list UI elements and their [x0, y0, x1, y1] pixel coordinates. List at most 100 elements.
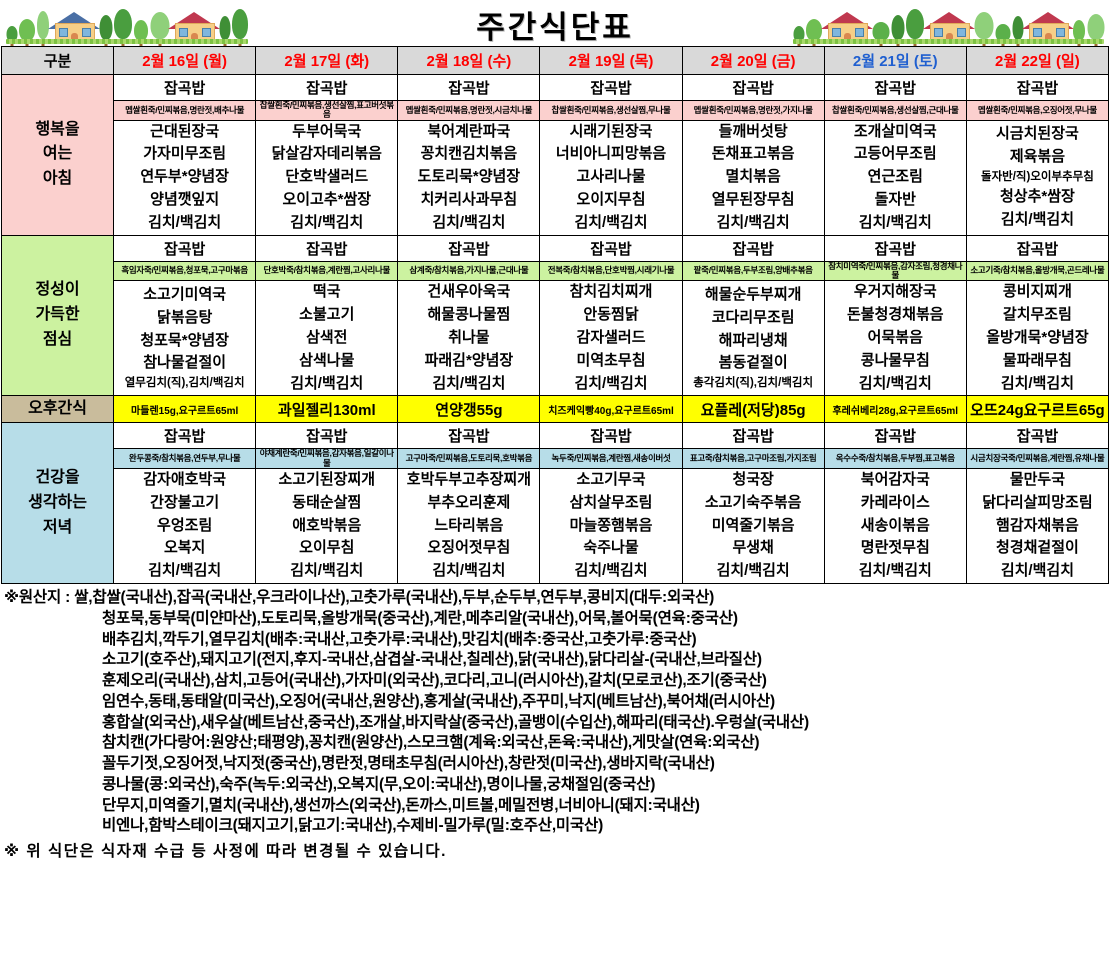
breakfast-rice-row: 행복을 여는 아침 잡곡밥 잡곡밥 잡곡밥 잡곡밥 잡곡밥 잡곡밥 잡곡밥 [0, 74, 1110, 236]
origin-line-0: ※원산지 : 쌀,찹쌀(국내산),잡곡(국내산,우크라이나산),고춧가루(국내산… [4, 588, 1110, 609]
dinner-rice-0: 잡곡밥 [113, 422, 257, 450]
origin-line-7: 참치캔(가다랑어:원양산;태평양),꽁치캔(원양산),스모크햄(계육:외국산,돈… [102, 734, 760, 752]
row-label-breakfast: 행복을 여는 아침 [0, 74, 115, 236]
lunch-sub-row: 흑임자죽/민찌볶음,청포묵,고구마볶음 단호박죽/참치볶음,계란찜,고사리나물 … [2, 260, 1110, 282]
snack-item-0: 마들렌15g,요구르트65ml [113, 395, 257, 424]
dish-item: 봄동겉절이 [718, 354, 788, 372]
lunch-sub-5: 참치미역죽/민찌볶음,감자조림,청경채나물 [823, 260, 967, 282]
house-icon [168, 12, 220, 46]
houses-trees-decoration-right [793, 2, 1104, 46]
row-label-breakfast-line-2: 아침 [42, 170, 73, 188]
dish-item: 청포묵*양념장 [140, 331, 229, 349]
header-day-2: 2월 18일 (수) [397, 46, 541, 75]
dish-item: 김치/백김치 [1000, 562, 1074, 580]
dish-item: 북어감자국 [860, 471, 930, 489]
dinner-rice-3: 잡곡밥 [539, 422, 683, 450]
dish-item: 무생채 [732, 539, 774, 557]
dish-item: 떡국 [312, 283, 341, 301]
row-label-lunch-line-0: 정성이 [35, 281, 80, 299]
dish-item: 동태순살찜 [292, 493, 362, 511]
weekly-menu-table: 구분 2월 16일 (월) 2월 17일 (화) 2월 18일 (수) 2월 1… [0, 46, 1110, 585]
dish-item: 코다리무조림 [711, 308, 795, 326]
lunch-sub-1: 단호박죽/참치볶음,계란찜,고사리나물 [255, 260, 399, 282]
breakfast-sub-2: 멥쌀흰죽/민찌볶음,명란젓,시금치나물 [397, 100, 541, 121]
dish-item: 오이고추*쌈장 [282, 191, 372, 209]
dinner-sub-3: 녹두죽/민찌볶음,계란찜,새송이버섯 [539, 448, 683, 470]
dinner-dishes-5: 북어감자국 카레라이스 새송이볶음 명란젓무침 김치/백김치 [823, 468, 967, 585]
origin-line-11: 비엔나,함박스테이크(돼지고기,닭고기:국내산),수제비-밀가루(밀:호주산,미… [102, 817, 604, 835]
dish-item: 도토리묵*양념장 [417, 168, 521, 186]
dish-item: 총각김치(직),김치/백김치 [693, 377, 814, 390]
dinner-sub-6: 시금치장국죽/민찌볶음,계란찜,유채나물 [965, 448, 1110, 470]
dish-item: 김치/백김치 [290, 213, 364, 231]
dish-item: 숙주나물 [583, 539, 639, 557]
origin-line-1: 청포묵,동부묵(미얀마산),도토리묵,올방개묵(중국산),계란,메추리알(국내산… [102, 609, 738, 627]
origin-line-4: 훈제오리(국내산),삼치,고등어(국내산),가자미(외국산),코다리,고니(러시… [102, 672, 767, 690]
row-label-breakfast-line-0: 행복을 [35, 120, 80, 138]
dish-item: 간장불고기 [150, 493, 220, 511]
dish-item: 감자애호박국 [143, 471, 227, 489]
origin-footer-note: ※ 위 식단은 식자재 수급 등 사정에 따라 변경될 수 있습니다. [4, 843, 447, 861]
lunch-rice-3: 잡곡밥 [539, 234, 683, 262]
dish-item: 김치/백김치 [1000, 374, 1074, 392]
dish-item: 김치/백김치 [858, 213, 932, 231]
dish-item: 김치/백김치 [148, 562, 222, 580]
dish-item: 치커리사과무침 [420, 191, 518, 209]
dish-item: 소고기숙주볶음 [704, 493, 802, 511]
breakfast-rice-1: 잡곡밥 [255, 74, 399, 101]
header-day-5: 2월 21일 (토) [823, 46, 967, 75]
breakfast-dishes-3: 시래기된장국 너비아니피망볶음 고사리나물 오이지무침 김치/백김치 [539, 119, 683, 236]
breakfast-dishes-4: 들깨버섯탕 돈채표고볶음 멸치볶음 열무된장무침 김치/백김치 [681, 119, 825, 236]
header-day-6: 2월 22일 (일) [965, 46, 1110, 75]
dish-item: 김치/백김치 [290, 562, 364, 580]
breakfast-dishes-2: 북어계란파국 꽁치캔김치볶음 도토리묵*양념장 치커리사과무침 김치/백김치 [397, 119, 541, 236]
header-day-0: 2월 16일 (월) [113, 46, 257, 75]
breakfast-sub-6: 멥쌀흰죽/민찌볶음,오징어젓,무나물 [965, 100, 1110, 121]
dish-item: 파래김*양념장 [424, 351, 514, 369]
decorative-banner: 주간식단표 [0, 0, 1110, 46]
dinner-dishes-1: 소고기된장찌개 동태순살찜 애호박볶음 오이무침 김치/백김치 [255, 468, 399, 585]
dish-item: 안동찜닭 [583, 306, 639, 324]
dish-item: 미역줄기볶음 [711, 516, 795, 534]
dish-item: 김치/백김치 [858, 374, 932, 392]
dinner-rice-5: 잡곡밥 [823, 422, 967, 450]
dinner-dishes-3: 소고기무국 삼치살무조림 마늘쫑햄볶음 숙주나물 김치/백김치 [539, 468, 683, 585]
row-label-dinner-line-1: 생각하는 [28, 493, 87, 511]
dish-item: 청국장 [732, 471, 774, 489]
lunch-sub-4: 팥죽/민찌볶음,두부조림,양배추볶음 [681, 260, 825, 282]
dish-item: 김치/백김치 [432, 562, 506, 580]
dish-item: 김치/백김치 [1000, 211, 1074, 229]
header-day-3: 2월 19일 (목) [539, 46, 683, 75]
dish-item: 마늘쫑햄볶음 [569, 516, 653, 534]
breakfast-rice-3: 잡곡밥 [539, 74, 683, 101]
dish-item: 돌자반 [874, 191, 916, 209]
dish-item: 김치/백김치 [574, 213, 648, 231]
dinner-sub-1: 야채계란죽/민찌볶음,감자볶음,일갈이나물 [255, 448, 399, 470]
dish-item: 김치/백김치 [432, 374, 506, 392]
snack-item-6: 오뜨24g요구르트65g [965, 395, 1110, 424]
snack-row: 오후간식 마들렌15g,요구르트65ml 과일젤리130ml 연양갱55g 치즈… [0, 395, 1110, 424]
dish-item: 참나물겉절이 [143, 354, 227, 372]
dish-item: 돈채표고볶음 [711, 145, 795, 163]
dish-item: 소불고기 [299, 306, 355, 324]
header-day-1: 2월 17일 (화) [255, 46, 399, 75]
breakfast-dishes-1: 두부어묵국 닭살감자데리볶음 단호박샐러드 오이고추*쌈장 김치/백김치 [255, 119, 399, 236]
origin-notes: ※원산지 : 쌀,찹쌀(국내산),잡곡(국내산,우크라이나산),고춧가루(국내산… [0, 584, 1110, 863]
origin-line-8: 꼴두기젓,오징어젓,낙지젓(중국산),명란젓,명태초무침(러시아산),창란젓(미… [102, 755, 715, 773]
house-icon [1022, 12, 1074, 46]
dish-item: 들깨버섯탕 [718, 122, 788, 140]
dish-item: 해물순두부찌개 [704, 286, 802, 304]
dinner-sub-0: 완두콩죽/참치볶음,연두부,무나물 [113, 448, 257, 470]
dish-item: 김치/백김치 [574, 562, 648, 580]
dish-item: 멸치볶음 [725, 168, 781, 186]
dish-item: 김치/백김치 [432, 213, 506, 231]
row-label-lunch: 정성이 가득한 점심 [0, 234, 115, 397]
lunch-rice-1: 잡곡밥 [255, 234, 399, 262]
dish-item: 애호박볶음 [292, 516, 362, 534]
origin-line-9: 콩나물(콩:외국산),숙주(녹두:외국산),오복지(무,오이:국내산),명이나물… [102, 775, 656, 793]
origin-line-3: 소고기(호주산),돼지고기(전지,후지-국내산,삼겹살-국내산,칠레산),닭(국… [102, 651, 762, 669]
dish-item: 새송이볶음 [860, 516, 930, 534]
dish-item: 너비아니피망볶음 [555, 145, 667, 163]
dish-item: 김치/백김치 [858, 562, 932, 580]
